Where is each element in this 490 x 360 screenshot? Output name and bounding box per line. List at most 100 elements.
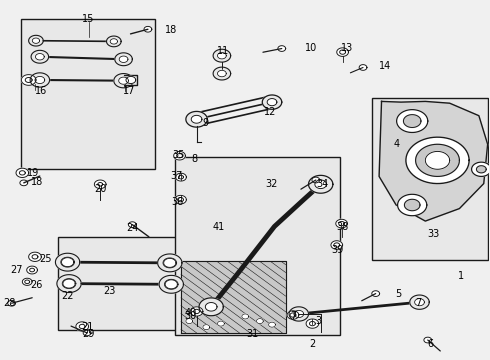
Polygon shape: [31, 50, 49, 63]
Text: 6: 6: [427, 339, 433, 349]
Polygon shape: [119, 77, 128, 84]
Polygon shape: [23, 278, 32, 285]
Polygon shape: [397, 194, 427, 216]
Polygon shape: [191, 115, 202, 123]
Polygon shape: [95, 180, 106, 189]
Polygon shape: [213, 49, 231, 62]
Polygon shape: [331, 241, 343, 249]
Text: 37: 37: [170, 171, 182, 181]
Polygon shape: [278, 46, 286, 51]
Text: 25: 25: [39, 253, 52, 264]
Polygon shape: [396, 110, 428, 132]
Polygon shape: [22, 75, 36, 85]
Polygon shape: [110, 39, 118, 44]
Polygon shape: [181, 261, 286, 333]
Text: 27: 27: [10, 265, 23, 275]
Polygon shape: [35, 54, 44, 60]
Text: 41: 41: [212, 222, 224, 232]
Polygon shape: [186, 319, 193, 324]
Text: 20: 20: [94, 184, 106, 194]
Text: 36: 36: [171, 197, 183, 207]
Polygon shape: [186, 111, 207, 127]
Polygon shape: [476, 166, 486, 173]
Bar: [58, 237, 187, 330]
Polygon shape: [55, 253, 80, 271]
Polygon shape: [289, 307, 309, 321]
Text: 8: 8: [191, 154, 197, 163]
Polygon shape: [76, 322, 89, 331]
Text: 39: 39: [332, 245, 344, 255]
Polygon shape: [218, 70, 226, 77]
Polygon shape: [8, 300, 16, 306]
Polygon shape: [174, 195, 186, 204]
Polygon shape: [425, 152, 450, 169]
Polygon shape: [406, 137, 469, 184]
Polygon shape: [359, 64, 367, 70]
Polygon shape: [20, 180, 27, 186]
Polygon shape: [242, 314, 248, 319]
Text: 3: 3: [315, 316, 321, 326]
Text: 12: 12: [265, 107, 277, 117]
Polygon shape: [337, 48, 348, 57]
Polygon shape: [415, 298, 424, 306]
Text: 11: 11: [217, 46, 229, 57]
Polygon shape: [287, 311, 299, 319]
Text: 2: 2: [309, 339, 315, 349]
Polygon shape: [410, 295, 429, 309]
Bar: [372, 98, 488, 260]
Polygon shape: [372, 291, 380, 296]
Polygon shape: [218, 321, 224, 326]
Text: 19: 19: [27, 168, 39, 178]
Text: 7: 7: [416, 298, 422, 308]
Polygon shape: [315, 180, 326, 189]
Polygon shape: [27, 266, 37, 274]
Text: 4: 4: [393, 139, 400, 149]
Text: 29: 29: [82, 329, 95, 339]
Text: 18: 18: [165, 25, 177, 35]
Text: 31: 31: [246, 329, 259, 339]
Polygon shape: [312, 177, 319, 183]
Polygon shape: [173, 152, 185, 160]
Text: 32: 32: [266, 179, 278, 189]
Polygon shape: [106, 36, 121, 47]
Text: 18: 18: [31, 177, 43, 187]
Polygon shape: [205, 302, 217, 311]
Polygon shape: [62, 258, 74, 267]
Text: 23: 23: [103, 287, 115, 296]
Polygon shape: [164, 258, 176, 267]
Polygon shape: [262, 95, 282, 109]
Polygon shape: [30, 73, 49, 87]
Text: 1: 1: [459, 271, 465, 282]
Text: 13: 13: [342, 43, 354, 53]
Text: 10: 10: [305, 43, 317, 53]
Text: 28: 28: [3, 298, 15, 308]
Text: 30: 30: [185, 311, 197, 321]
Polygon shape: [32, 38, 40, 43]
Polygon shape: [294, 310, 304, 318]
Polygon shape: [404, 199, 420, 211]
Polygon shape: [218, 53, 226, 59]
Text: 24: 24: [126, 223, 139, 233]
Polygon shape: [28, 252, 41, 261]
Polygon shape: [213, 67, 231, 80]
Bar: [22, 19, 155, 169]
Polygon shape: [63, 279, 75, 288]
Polygon shape: [114, 73, 133, 88]
Text: 7: 7: [290, 311, 296, 321]
Polygon shape: [57, 275, 81, 293]
Polygon shape: [190, 307, 203, 316]
Text: 40: 40: [185, 308, 197, 318]
Polygon shape: [336, 219, 347, 228]
Text: 16: 16: [35, 86, 47, 96]
Polygon shape: [16, 168, 28, 177]
Text: 5: 5: [395, 289, 401, 299]
Polygon shape: [309, 175, 333, 193]
Text: 14: 14: [379, 61, 392, 71]
Polygon shape: [379, 102, 488, 221]
Text: 9: 9: [202, 118, 208, 128]
Polygon shape: [115, 53, 132, 66]
Polygon shape: [203, 325, 210, 330]
Text: 26: 26: [31, 280, 43, 291]
Polygon shape: [416, 144, 460, 176]
Polygon shape: [35, 76, 45, 84]
